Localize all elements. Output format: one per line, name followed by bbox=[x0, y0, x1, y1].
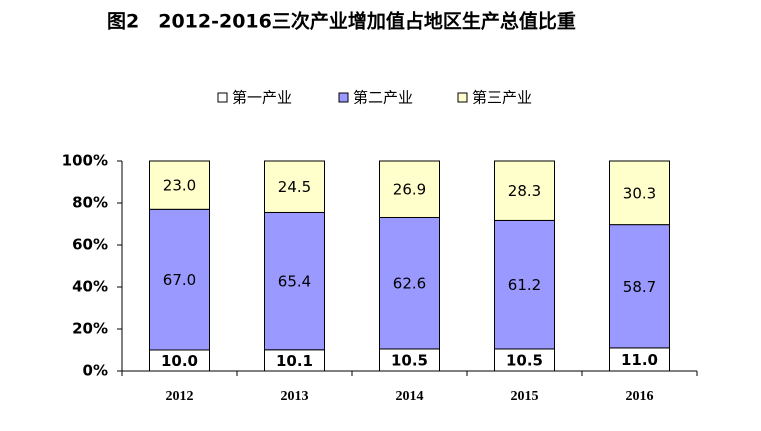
legend-label: 第二产业 bbox=[353, 89, 413, 107]
x-tick-label: 2014 bbox=[396, 389, 424, 404]
value-label: 23.0 bbox=[163, 177, 196, 195]
y-tick-label: 40% bbox=[72, 278, 108, 296]
bar-segment bbox=[264, 211, 325, 351]
value-label: 10.5 bbox=[391, 351, 428, 369]
bar-segment bbox=[609, 160, 670, 226]
y-tick-label: 0% bbox=[83, 362, 108, 380]
legend-label: 第三产业 bbox=[472, 89, 532, 107]
bar-segment bbox=[494, 160, 555, 221]
value-label: 11.0 bbox=[621, 351, 658, 369]
x-tick-label: 2012 bbox=[166, 389, 194, 404]
value-label: 30.3 bbox=[623, 184, 656, 202]
value-label: 10.1 bbox=[276, 352, 313, 370]
x-tick-label: 2013 bbox=[281, 389, 309, 404]
y-tick-label: 80% bbox=[72, 194, 108, 212]
y-tick-label: 100% bbox=[62, 152, 108, 170]
legend-label: 第一产业 bbox=[232, 89, 292, 107]
value-label: 62.6 bbox=[393, 275, 426, 293]
y-tick-label: 20% bbox=[72, 320, 108, 338]
bar-segment bbox=[609, 224, 670, 349]
y-tick-label: 60% bbox=[72, 236, 108, 254]
legend-swatch bbox=[217, 92, 228, 103]
x-tick-label: 2015 bbox=[511, 389, 539, 404]
value-label: 61.2 bbox=[508, 276, 541, 294]
legend-swatch bbox=[338, 92, 349, 103]
legend-swatch bbox=[457, 92, 468, 103]
value-label: 65.4 bbox=[278, 273, 311, 291]
bar-segment bbox=[149, 208, 210, 351]
value-label: 26.9 bbox=[393, 181, 426, 199]
chart-title: 图2 2012-2016三次产业增加值占地区生产总值比重 bbox=[107, 10, 576, 33]
bar-segment bbox=[149, 160, 210, 210]
value-label: 28.3 bbox=[508, 182, 541, 200]
value-label: 67.0 bbox=[163, 271, 196, 289]
value-label: 58.7 bbox=[623, 278, 656, 296]
bar-segment bbox=[379, 160, 440, 218]
value-label: 10.0 bbox=[161, 352, 198, 370]
bar-segment bbox=[379, 216, 440, 350]
bar-segment bbox=[264, 160, 325, 213]
value-label: 10.5 bbox=[506, 351, 543, 369]
x-tick-label: 2016 bbox=[626, 389, 654, 404]
value-label: 24.5 bbox=[278, 178, 311, 196]
bar-segment bbox=[494, 219, 555, 350]
